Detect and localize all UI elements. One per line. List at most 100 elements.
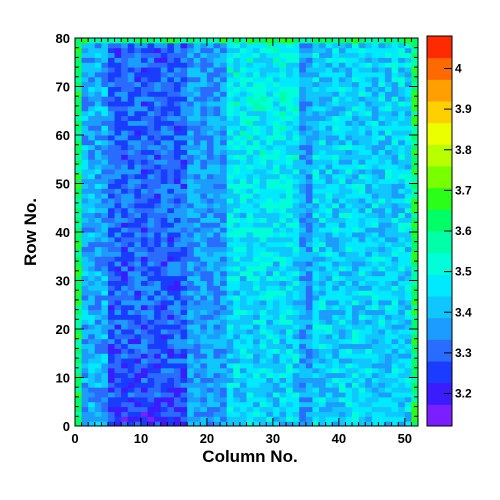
heatmap-cell <box>187 362 195 369</box>
heatmap-cell <box>371 299 379 306</box>
heatmap-cell <box>180 377 188 383</box>
heatmap-cell <box>121 207 129 214</box>
heatmap-cell <box>107 110 116 117</box>
heatmap-cell <box>272 348 280 354</box>
colorbar: 3.23.33.43.53.63.73.83.94 <box>426 35 472 427</box>
heatmap-cell <box>319 309 327 315</box>
colorbar-tick-label: 3.4 <box>455 305 472 319</box>
heatmap-cell <box>147 67 155 73</box>
heatmap-cell <box>371 115 379 121</box>
heatmap-cell <box>358 367 366 374</box>
heatmap-cell <box>292 265 300 272</box>
heatmap-cell <box>246 76 254 83</box>
heatmap-cell <box>81 198 89 204</box>
heatmap-cell <box>404 71 412 78</box>
heatmap-cell <box>325 290 333 296</box>
heatmap-cell <box>75 173 83 180</box>
heatmap-cell <box>220 96 228 102</box>
heatmap-cell <box>246 105 254 112</box>
heatmap-cell <box>107 343 116 349</box>
heatmap-cell <box>173 71 182 78</box>
heatmap-cell <box>246 91 254 97</box>
heatmap-cell <box>193 251 201 257</box>
heatmap-cell <box>220 120 228 126</box>
heatmap-cell <box>266 168 274 175</box>
heatmap-cell <box>411 343 419 349</box>
heatmap-cell <box>385 353 393 359</box>
heatmap-cell <box>94 144 102 151</box>
heatmap-cell <box>206 198 215 204</box>
heatmap-cell <box>352 110 360 117</box>
heatmap-cell <box>404 86 412 92</box>
heatmap-cell <box>226 139 234 146</box>
heatmap-cell <box>365 314 373 320</box>
heatmap-cell <box>312 227 320 233</box>
heatmap-cell <box>94 62 102 68</box>
heatmap-cell <box>206 42 215 49</box>
heatmap-cell <box>286 183 294 189</box>
heatmap-cell <box>272 110 280 117</box>
heatmap-cell <box>391 372 399 378</box>
heatmap-cell <box>114 139 122 146</box>
heatmap-cell <box>160 421 168 427</box>
heatmap-cell <box>180 411 188 417</box>
heatmap-cell <box>88 183 96 189</box>
heatmap-cell <box>272 207 280 214</box>
heatmap-cell <box>332 338 340 345</box>
heatmap-cell <box>239 149 247 155</box>
heatmap-cell <box>292 38 300 44</box>
heatmap-cell <box>371 159 379 165</box>
heatmap-cell <box>187 125 195 131</box>
heatmap-cell <box>292 76 300 83</box>
heatmap-cell <box>312 130 320 136</box>
heatmap-cell <box>88 367 96 374</box>
heatmap-cell <box>233 183 241 189</box>
heatmap-cell <box>292 333 300 340</box>
heatmap-cell <box>239 154 247 160</box>
heatmap-cell <box>332 299 340 306</box>
heatmap-cell <box>160 411 168 417</box>
heatmap-cell <box>81 401 89 408</box>
heatmap-cell <box>127 319 135 325</box>
heatmap-cell <box>365 144 373 151</box>
heatmap-cell <box>81 372 89 378</box>
heatmap-cell <box>154 329 162 335</box>
heatmap-cell <box>167 338 175 345</box>
heatmap-cell <box>167 183 175 189</box>
heatmap-cell <box>160 265 168 272</box>
heatmap-cell <box>305 222 313 228</box>
heatmap-cell <box>220 275 228 281</box>
heatmap-cell <box>305 183 313 189</box>
heatmap-cell <box>206 343 215 349</box>
heatmap-cell <box>378 154 386 160</box>
heatmap-cell <box>200 227 208 233</box>
heatmap-cell <box>365 251 373 257</box>
heatmap-cell <box>365 139 373 146</box>
heatmap-cell <box>272 164 280 170</box>
heatmap-cell <box>173 324 182 330</box>
heatmap-cell <box>107 285 116 291</box>
heatmap-cell <box>312 38 320 44</box>
heatmap-cell <box>140 149 149 155</box>
heatmap-cell <box>180 47 188 54</box>
heatmap-cell <box>246 139 254 146</box>
heatmap-cell <box>332 343 340 349</box>
heatmap-cell <box>391 416 399 422</box>
heatmap-cell <box>332 62 340 68</box>
heatmap-cell <box>345 71 353 78</box>
heatmap-cell <box>259 86 267 92</box>
heatmap-cell <box>338 319 346 325</box>
heatmap-cell <box>239 101 247 107</box>
heatmap-cell <box>88 57 96 63</box>
heatmap-cell <box>305 333 313 340</box>
colorbar-swatch <box>427 36 452 59</box>
heatmap-cell <box>292 362 300 369</box>
heatmap-cell <box>358 406 366 412</box>
heatmap-cell <box>266 91 274 97</box>
heatmap-cell <box>253 392 261 398</box>
heatmap-cell <box>286 358 294 364</box>
heatmap-cell <box>167 290 175 296</box>
heatmap-cell <box>411 52 419 58</box>
heatmap-cell <box>358 382 366 388</box>
